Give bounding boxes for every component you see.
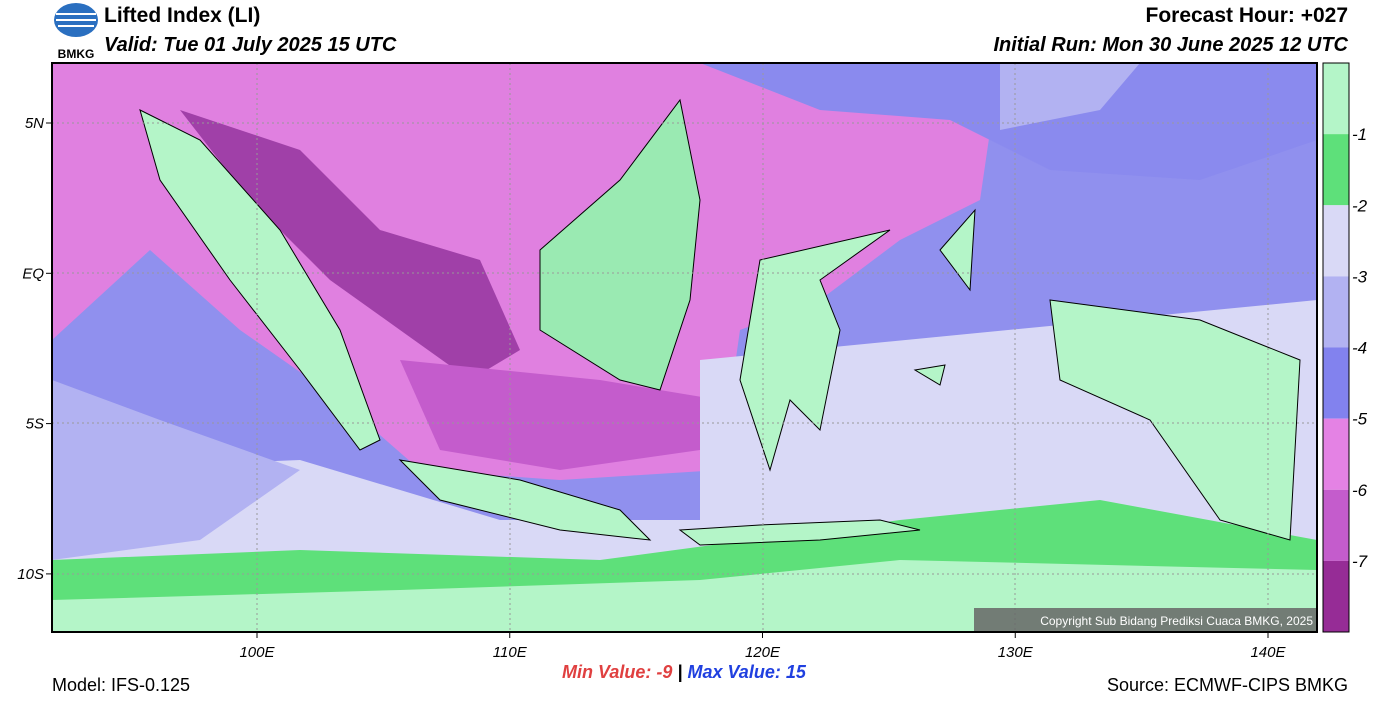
title: Lifted Index (LI) — [104, 4, 260, 27]
min-value: -9 — [656, 662, 672, 682]
initial-run: Initial Run: Mon 30 June 2025 12 UTC — [993, 34, 1348, 56]
colorbar-band — [1323, 560, 1349, 632]
min-max: Min Value: -9 | Max Value: 15 — [562, 662, 807, 682]
colorbar-band — [1323, 63, 1349, 135]
colorbar-label: -4 — [1352, 339, 1367, 358]
max-label: Max Value: — [687, 662, 780, 682]
colorbar-label: -1 — [1352, 125, 1367, 144]
logo: BMKG — [54, 3, 98, 61]
model: Model: IFS-0.125 — [52, 675, 190, 695]
colorbar-label: -7 — [1352, 552, 1368, 571]
lat-label: 5N — [25, 115, 44, 132]
lat-label: 5S — [26, 416, 44, 433]
lat-label: 10S — [17, 566, 44, 583]
lon-label: 130E — [998, 644, 1034, 661]
colorbar-band — [1323, 489, 1349, 561]
lat-label: EQ — [22, 265, 44, 282]
lon-label: 100E — [239, 644, 275, 661]
lon-label: 120E — [745, 644, 781, 661]
forecast-hour: Forecast Hour: +027 — [1146, 4, 1349, 27]
min-label: Min Value: — [562, 662, 651, 682]
colorbar-frame — [1322, 62, 1350, 633]
logo-text: BMKG — [58, 47, 95, 61]
axes: 5N EQ 5S 10S 100E 110E 120E 130E 140E — [17, 115, 1286, 661]
max-value: 15 — [786, 662, 807, 682]
map-frame — [51, 62, 1318, 633]
colorbar-label: -5 — [1352, 410, 1368, 429]
valid-time: Valid: Tue 01 July 2025 15 UTC — [104, 34, 397, 56]
colorbar-label: -2 — [1352, 196, 1368, 215]
colorbar-band — [1323, 418, 1349, 490]
separator: | — [677, 662, 682, 682]
lon-label: 110E — [493, 644, 528, 661]
colorbar-band — [1323, 134, 1349, 206]
colorbar-band — [1323, 205, 1349, 277]
copyright: Copyright Sub Bidang Prediksi Cuaca BMKG… — [1040, 614, 1313, 628]
source: Source: ECMWF-CIPS BMKG — [1107, 675, 1348, 695]
colorbar-band — [1323, 276, 1349, 348]
lon-label: 140E — [1250, 644, 1286, 661]
colorbar-label: -3 — [1352, 267, 1368, 286]
map-field — [52, 63, 1317, 632]
colorbar-label: -6 — [1352, 481, 1368, 500]
colorbar-band — [1323, 347, 1349, 419]
colorbar: -1 -2 -3 -4 -5 -6 -7 — [1322, 62, 1368, 633]
